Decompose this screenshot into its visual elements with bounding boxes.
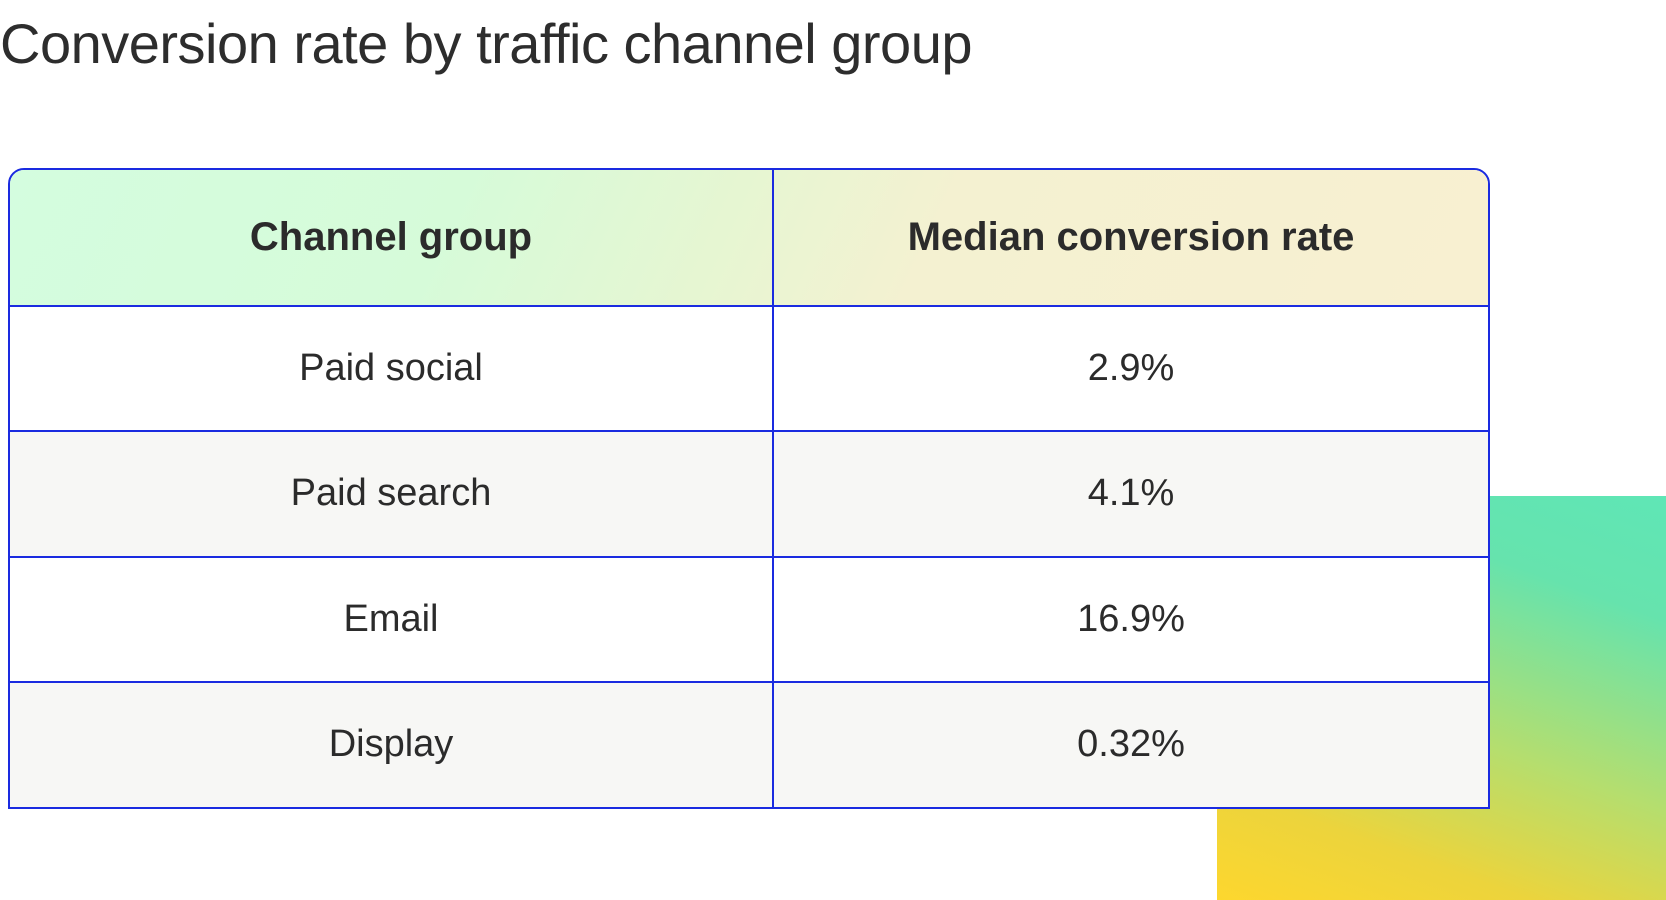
conversion-rate-table: Channel group Median conversion rate Pai… bbox=[8, 168, 1490, 809]
table-row: Email 16.9% bbox=[10, 555, 1488, 683]
data-table: Channel group Median conversion rate Pai… bbox=[10, 170, 1488, 807]
column-header-channel-group: Channel group bbox=[10, 170, 774, 307]
page-title: Conversion rate by traffic channel group bbox=[0, 12, 972, 75]
channel-cell: Paid search bbox=[10, 430, 774, 558]
channel-cell: Display bbox=[10, 680, 774, 807]
channel-cell: Paid social bbox=[10, 304, 774, 433]
channel-cell: Email bbox=[10, 555, 774, 683]
rate-cell: 2.9% bbox=[772, 304, 1488, 433]
table-row: Paid social 2.9% bbox=[10, 304, 1488, 433]
column-header-median-conversion-rate: Median conversion rate bbox=[772, 170, 1488, 307]
table-row: Paid search 4.1% bbox=[10, 430, 1488, 558]
rate-cell: 16.9% bbox=[772, 555, 1488, 683]
table-row: Display 0.32% bbox=[10, 680, 1488, 807]
rate-cell: 0.32% bbox=[772, 680, 1488, 807]
table-header-row: Channel group Median conversion rate bbox=[10, 170, 1488, 307]
rate-cell: 4.1% bbox=[772, 430, 1488, 558]
